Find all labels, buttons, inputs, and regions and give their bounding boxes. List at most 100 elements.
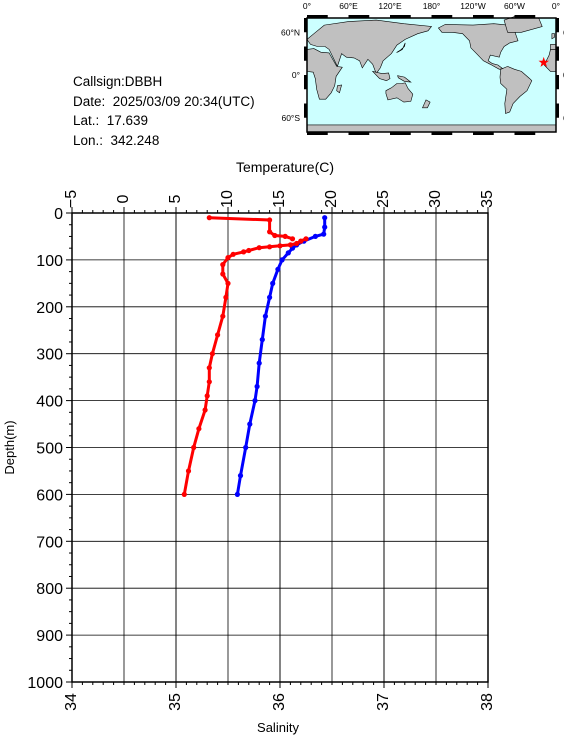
- salinity-point: [230, 251, 236, 257]
- salinity-point: [246, 247, 252, 254]
- map-lon-label: 0°: [303, 1, 311, 11]
- depth-tick-label: 700: [36, 534, 63, 551]
- landmass: [397, 75, 412, 83]
- temperature-point: [254, 383, 260, 390]
- temperature-point: [243, 444, 249, 451]
- frame-segment: [304, 103, 307, 118]
- salinity-series: [181, 236, 309, 497]
- temperature-point: [234, 491, 240, 497]
- salinity-point: [298, 238, 304, 244]
- depth-tick-label: 100: [36, 253, 63, 270]
- frame-segment: [473, 15, 494, 18]
- salinity-point: [209, 351, 215, 357]
- temperature-point: [285, 250, 291, 256]
- temperature-tick-label: 5: [167, 194, 184, 203]
- salinity-point: [277, 243, 283, 249]
- temperature-tick-label: 20: [323, 190, 340, 208]
- salinity-point: [220, 262, 226, 268]
- temperature-point: [256, 360, 262, 366]
- salinity-point: [289, 236, 296, 242]
- map-lon-label: 0°: [552, 1, 560, 11]
- salinity-point: [206, 365, 212, 371]
- salinity-point: [202, 407, 208, 413]
- salinity-point: [256, 245, 262, 251]
- latitude-text: Lat.: 17.639: [73, 113, 149, 128]
- salinity-point: [303, 236, 309, 242]
- frame-segment: [304, 75, 307, 90]
- salinity-point: [185, 468, 192, 474]
- map-lat-label: 60°N: [281, 27, 300, 37]
- salinity-point: [241, 249, 247, 255]
- temperature-point: [267, 294, 273, 300]
- depth-axis-label: Depth(m): [2, 420, 17, 474]
- frame-segment: [473, 132, 494, 135]
- salinity-tick-label: 36: [271, 693, 288, 711]
- depth-tick-label: 900: [36, 628, 63, 645]
- salinity-point: [287, 242, 293, 248]
- temperature-point: [321, 231, 327, 237]
- station-marker-icon: [538, 56, 549, 67]
- salinity-point: [215, 332, 221, 338]
- longitude-text: Lon.: 342.248: [73, 132, 160, 148]
- depth-tick-label: 200: [36, 300, 63, 317]
- frame-segment: [556, 18, 559, 33]
- landmass: [371, 70, 391, 82]
- salinity-point: [220, 271, 226, 277]
- temperature-tick-label: −5: [63, 190, 80, 208]
- map-lon-label: 120°W: [460, 1, 486, 11]
- temperature-tick-label: 15: [271, 190, 288, 208]
- temperature-series: [234, 215, 328, 497]
- salinity-point: [204, 393, 210, 399]
- temperature-point: [270, 280, 276, 286]
- map-lon-label: 180°: [423, 1, 441, 11]
- landmass: [306, 48, 343, 100]
- salinity-point: [196, 426, 202, 432]
- depth-tick-label: 500: [36, 441, 63, 458]
- depth-tick-label: 400: [36, 394, 63, 411]
- map-lat-label: 0°: [292, 70, 300, 80]
- world-map: 0°60°E120°E180°120°W60°W0°60°N0°60°S60°N…: [281, 1, 564, 135]
- temperature-tick-label: 10: [219, 190, 236, 208]
- temperature-point: [237, 473, 244, 479]
- frame-segment: [390, 15, 411, 18]
- grid: [71, 212, 489, 683]
- temperature-tick-label: 35: [479, 190, 496, 208]
- salinity-point: [223, 294, 229, 300]
- salinity-tick-label: 38: [479, 693, 496, 711]
- date-text: Date: 2025/03/09 20:34(UTC): [73, 93, 255, 109]
- temperature-axis-label: Temperature(C): [236, 159, 334, 175]
- landmass: [385, 82, 414, 103]
- frame-segment: [348, 132, 370, 135]
- map-lon-label: 60°W: [504, 1, 525, 11]
- salinity-point: [267, 229, 273, 235]
- salinity-tick-label: 35: [167, 693, 184, 711]
- frame-segment: [390, 132, 411, 135]
- landmass: [551, 33, 555, 40]
- map-lon-label: 60°E: [339, 1, 358, 11]
- frame-segment: [514, 132, 536, 135]
- temperature-point: [279, 257, 285, 263]
- temperature-point: [259, 337, 265, 343]
- salinity-point: [220, 313, 226, 319]
- temperature-point: [247, 421, 253, 427]
- salinity-tick-label: 34: [63, 693, 80, 711]
- axis-ticks: [66, 207, 489, 688]
- frame-segment: [307, 132, 328, 135]
- map-lat-label: 60°S: [281, 113, 300, 123]
- temperature-point: [312, 233, 318, 239]
- salinity-point: [267, 244, 273, 250]
- depth-tick-label: 0: [54, 206, 63, 223]
- depth-tick-label: 600: [36, 487, 63, 504]
- temperature-tick-label: 25: [375, 190, 392, 208]
- salinity-point: [191, 444, 197, 451]
- salinity-point: [225, 255, 231, 261]
- frame-segment: [556, 75, 559, 90]
- landmass: [395, 42, 406, 53]
- temperature-point: [275, 266, 281, 272]
- salinity-point: [272, 232, 278, 239]
- frame-segment: [556, 46, 559, 61]
- depth-tick-label: 1000: [27, 675, 63, 692]
- salinity-tick-label: 37: [375, 693, 392, 711]
- frame-segment: [304, 18, 307, 33]
